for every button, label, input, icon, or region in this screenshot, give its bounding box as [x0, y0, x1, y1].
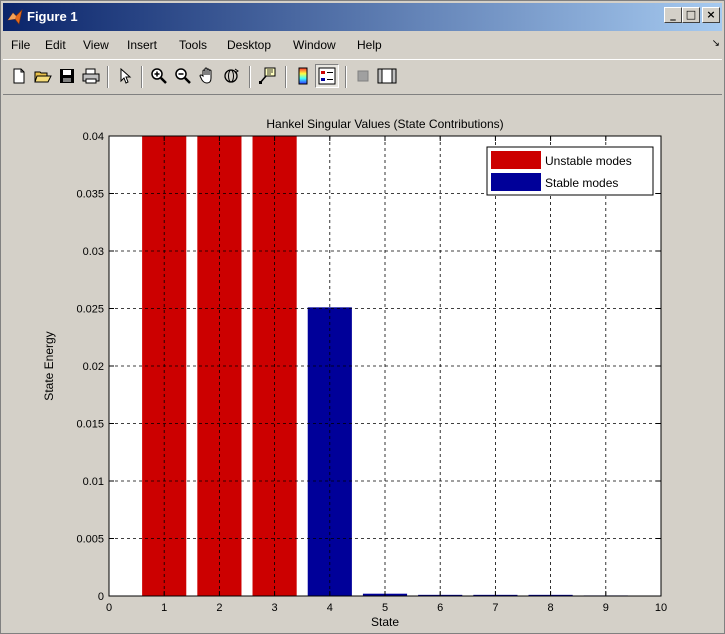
new-figure-icon	[13, 68, 25, 84]
edit-plot-button[interactable]	[113, 64, 137, 88]
hide-plot-tools-button[interactable]	[351, 64, 375, 88]
zoom-out-icon	[175, 68, 191, 84]
y-axis-label: State Energy	[42, 331, 56, 400]
legend-label-unstable: Unstable modes	[545, 154, 632, 168]
data-cursor-icon	[259, 67, 276, 84]
toolbar-separator	[249, 66, 251, 88]
x-tick-label: 1	[161, 602, 167, 614]
new-figure-button[interactable]	[7, 64, 31, 88]
menu-window[interactable]: Window	[293, 38, 336, 52]
menu-file[interactable]: File	[11, 38, 31, 52]
menu-help[interactable]: Help	[357, 38, 382, 52]
x-tick-label: 6	[437, 602, 443, 614]
x-tick-label: 3	[272, 602, 278, 614]
x-tick-label: 5	[382, 602, 388, 614]
show-plot-tools-icon	[377, 68, 397, 84]
data-cursor-button[interactable]	[255, 64, 279, 88]
bar-stable-state-4	[307, 307, 352, 596]
x-tick-label: 2	[216, 602, 222, 614]
maximize-button[interactable]: □	[682, 7, 700, 23]
menu-bar: File Edit View Insert Tools Desktop Wind…	[3, 33, 722, 57]
save-figure-button[interactable]	[55, 64, 79, 88]
hide-plot-tools-icon	[357, 70, 369, 82]
open-file-icon	[34, 71, 52, 83]
insert-legend-button[interactable]	[315, 64, 339, 88]
minimize-button[interactable]: _	[664, 7, 682, 23]
legend-label-stable: Stable modes	[545, 176, 618, 190]
menu-tools[interactable]: Tools	[179, 38, 208, 52]
y-tick-label: 0.04	[83, 131, 104, 143]
y-tick-label: 0.02	[83, 361, 104, 373]
rotate-3d-icon	[224, 68, 239, 83]
chart-title: Hankel Singular Values (State Contributi…	[266, 117, 503, 131]
rotate-3d-button[interactable]	[219, 64, 243, 88]
y-tick-label: 0.015	[76, 419, 104, 431]
menu-view[interactable]: View	[83, 38, 109, 52]
menu-edit[interactable]: Edit	[45, 38, 66, 52]
toolbar-separator	[285, 66, 287, 88]
window-title: Figure 1	[27, 9, 78, 24]
open-file-button[interactable]	[31, 64, 55, 88]
x-tick-label: 8	[548, 602, 554, 614]
show-plot-tools-button[interactable]	[375, 64, 399, 88]
toolbar-separator	[345, 66, 347, 88]
insert-colorbar-button[interactable]	[291, 64, 315, 88]
matlab-logo-icon	[7, 9, 23, 25]
toolbar-separator	[107, 66, 109, 88]
insert-legend-icon	[318, 67, 336, 85]
pan-hand-icon	[199, 67, 212, 84]
pan-button[interactable]	[195, 64, 219, 88]
x-axis-label: State	[371, 615, 399, 629]
close-button[interactable]: ×	[702, 7, 720, 23]
y-tick-label: 0.005	[76, 534, 104, 546]
x-tick-label: 0	[106, 602, 112, 614]
menu-insert[interactable]: Insert	[127, 38, 158, 52]
menu-overflow-icon[interactable]: ↘	[711, 38, 720, 49]
x-tick-label: 9	[603, 602, 609, 614]
y-tick-label: 0.01	[83, 476, 104, 488]
menu-desktop[interactable]: Desktop	[227, 38, 272, 52]
y-tick-label: 0.035	[76, 189, 104, 201]
y-tick-label: 0.025	[76, 304, 104, 316]
legend-swatch-unstable	[491, 151, 541, 169]
toolbar-separator	[141, 66, 143, 88]
y-tick-label: 0	[98, 591, 104, 603]
zoom-out-button[interactable]	[171, 64, 195, 88]
save-figure-icon	[60, 69, 74, 83]
figure-toolbar	[3, 59, 722, 95]
title-bar[interactable]: Figure 1 _ □ ×	[3, 3, 722, 31]
edit-plot-arrow-icon	[120, 68, 132, 84]
legend-swatch-stable	[491, 173, 541, 191]
figure-canvas[interactable]: 0 1 2 3 4 5 6 7 8 9 10 0 0.005 0.01 0.015 0.02 0.025 0.03…	[8, 97, 720, 629]
print-figure-button[interactable]	[79, 64, 103, 88]
zoom-in-icon	[151, 68, 167, 84]
y-tick-label: 0.03	[83, 246, 104, 258]
print-figure-icon	[82, 68, 100, 84]
bar-chart: 0 1 2 3 4 5 6 7 8 9 10 0 0.005 0.01 0.015 0.02 0.025 0.03…	[42, 117, 667, 629]
x-tick-label: 7	[492, 602, 498, 614]
x-tick-label: 4	[327, 602, 333, 614]
x-tick-label: 10	[655, 602, 667, 614]
zoom-in-button[interactable]	[147, 64, 171, 88]
insert-colorbar-icon	[298, 67, 308, 85]
